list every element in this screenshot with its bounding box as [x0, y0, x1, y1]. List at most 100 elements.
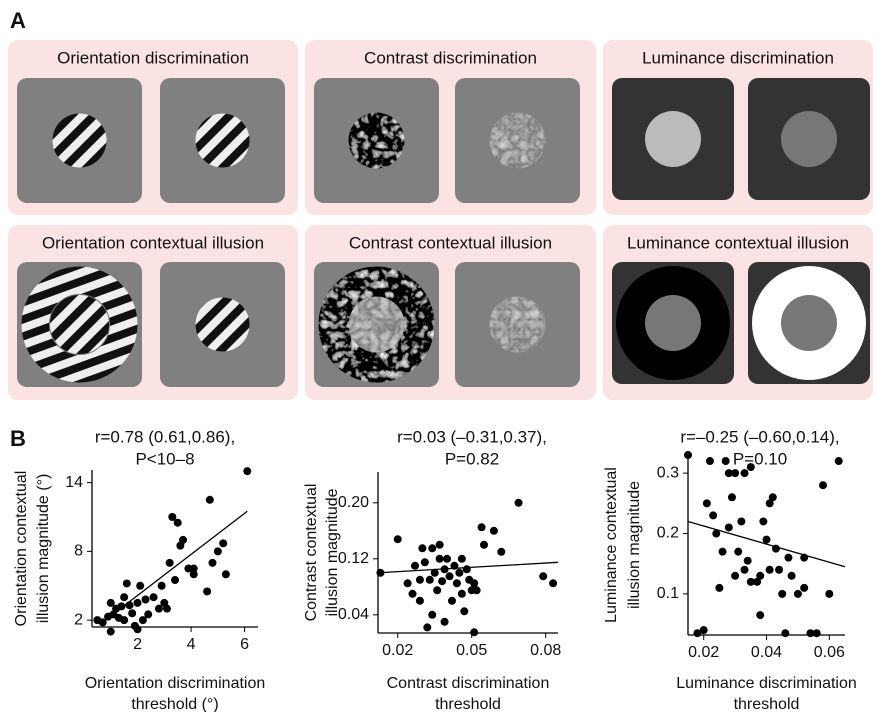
- luminance-center: [781, 295, 837, 351]
- data-point: [835, 457, 843, 465]
- y-tick-label: 14: [65, 474, 83, 491]
- data-point: [426, 576, 434, 584]
- luminance-center: [645, 295, 701, 351]
- data-point: [458, 555, 466, 563]
- data-point: [549, 579, 557, 587]
- data-point: [478, 523, 486, 531]
- y-tick-label: 0.2: [657, 525, 679, 542]
- data-point: [203, 587, 211, 595]
- data-point: [208, 559, 216, 567]
- data-point: [433, 586, 441, 594]
- data-point: [819, 481, 827, 489]
- data-point: [436, 555, 444, 563]
- noise-patch: [490, 297, 546, 353]
- x-tick-label: 0.05: [456, 642, 487, 659]
- data-point: [438, 577, 446, 585]
- data-point: [179, 536, 187, 544]
- data-point: [421, 558, 429, 566]
- data-point: [769, 493, 777, 501]
- chart-title: r=0.78 (0.61,0.86),: [95, 427, 235, 446]
- data-point: [781, 629, 789, 637]
- data-point: [470, 579, 478, 587]
- data-point: [763, 536, 771, 544]
- data-point: [741, 566, 749, 574]
- data-point: [766, 566, 774, 574]
- y-tick-label: 0.3: [657, 464, 679, 481]
- grating-center: [50, 295, 110, 355]
- data-point: [418, 544, 426, 552]
- y-tick-label: 0.20: [338, 494, 369, 511]
- x-axis-label: Luminance discrimination: [676, 675, 857, 692]
- data-point: [715, 584, 723, 592]
- data-point: [515, 499, 523, 507]
- x-tick-label: 0.02: [688, 644, 719, 661]
- data-point: [134, 599, 142, 607]
- data-point: [480, 541, 488, 549]
- panel-title: Contrast discrimination: [364, 48, 537, 67]
- data-point: [128, 609, 136, 617]
- data-point: [741, 469, 749, 477]
- x-tick-label: 0.08: [530, 642, 561, 659]
- data-point: [404, 579, 412, 587]
- panel-title: Luminance discrimination: [642, 48, 834, 67]
- x-axis-label: Orientation discrimination: [85, 675, 266, 692]
- y-tick-label: 8: [74, 543, 83, 560]
- data-point: [174, 519, 182, 527]
- data-point: [775, 566, 783, 574]
- data-point: [455, 569, 463, 577]
- data-point: [539, 572, 547, 580]
- x-axis-label: threshold: [435, 696, 501, 712]
- data-point: [458, 590, 466, 598]
- x-tick-label: 0.02: [382, 642, 413, 659]
- y-axis-label: illusion magnitude (°): [35, 474, 52, 624]
- data-point: [443, 555, 451, 563]
- data-point: [800, 584, 808, 592]
- noise-center: [349, 297, 405, 353]
- data-point: [446, 572, 454, 580]
- chart-title: r=–0.25 (–0.60,0.14),: [680, 427, 839, 446]
- data-point: [243, 467, 251, 475]
- data-point: [428, 611, 436, 619]
- data-point: [813, 629, 821, 637]
- data-point: [158, 582, 166, 590]
- panel-title: Contrast contextual illusion: [349, 233, 552, 252]
- data-point: [107, 628, 115, 636]
- x-axis-label: Contrast discrimination: [387, 675, 550, 692]
- data-point: [784, 554, 792, 562]
- grating: [196, 298, 250, 352]
- panel-label: A: [10, 8, 26, 33]
- y-tick-label: 2: [74, 611, 83, 628]
- chart-title: P<10–8: [135, 449, 194, 468]
- luminance-disc: [781, 111, 837, 167]
- data-point: [759, 517, 767, 525]
- data-point: [709, 511, 717, 519]
- data-point: [703, 499, 711, 507]
- data-point: [416, 597, 424, 605]
- data-point: [409, 590, 417, 598]
- data-point: [134, 625, 142, 633]
- data-point: [684, 451, 692, 459]
- data-point: [190, 565, 198, 573]
- data-point: [731, 572, 739, 580]
- data-point: [463, 565, 471, 573]
- x-axis-label: threshold: [734, 696, 800, 712]
- data-point: [700, 626, 708, 634]
- data-point: [747, 463, 755, 471]
- data-point: [394, 535, 402, 543]
- data-point: [142, 595, 150, 603]
- chart-title: P=0.10: [733, 449, 787, 468]
- data-point: [778, 590, 786, 598]
- data-point: [214, 547, 222, 555]
- trend-line: [688, 521, 845, 566]
- data-point: [737, 517, 745, 525]
- y-tick-label: 0.1: [657, 585, 679, 602]
- data-point: [744, 557, 752, 565]
- data-point: [497, 548, 505, 556]
- data-point: [139, 616, 147, 624]
- panel-title: Orientation discrimination: [57, 48, 249, 67]
- figure: A B Orientation discrimination Contrast d…: [0, 0, 877, 712]
- data-point: [728, 493, 736, 501]
- data-point: [794, 590, 802, 598]
- panel-title: Luminance contextual illusion: [627, 233, 849, 252]
- panel-label: B: [10, 426, 26, 451]
